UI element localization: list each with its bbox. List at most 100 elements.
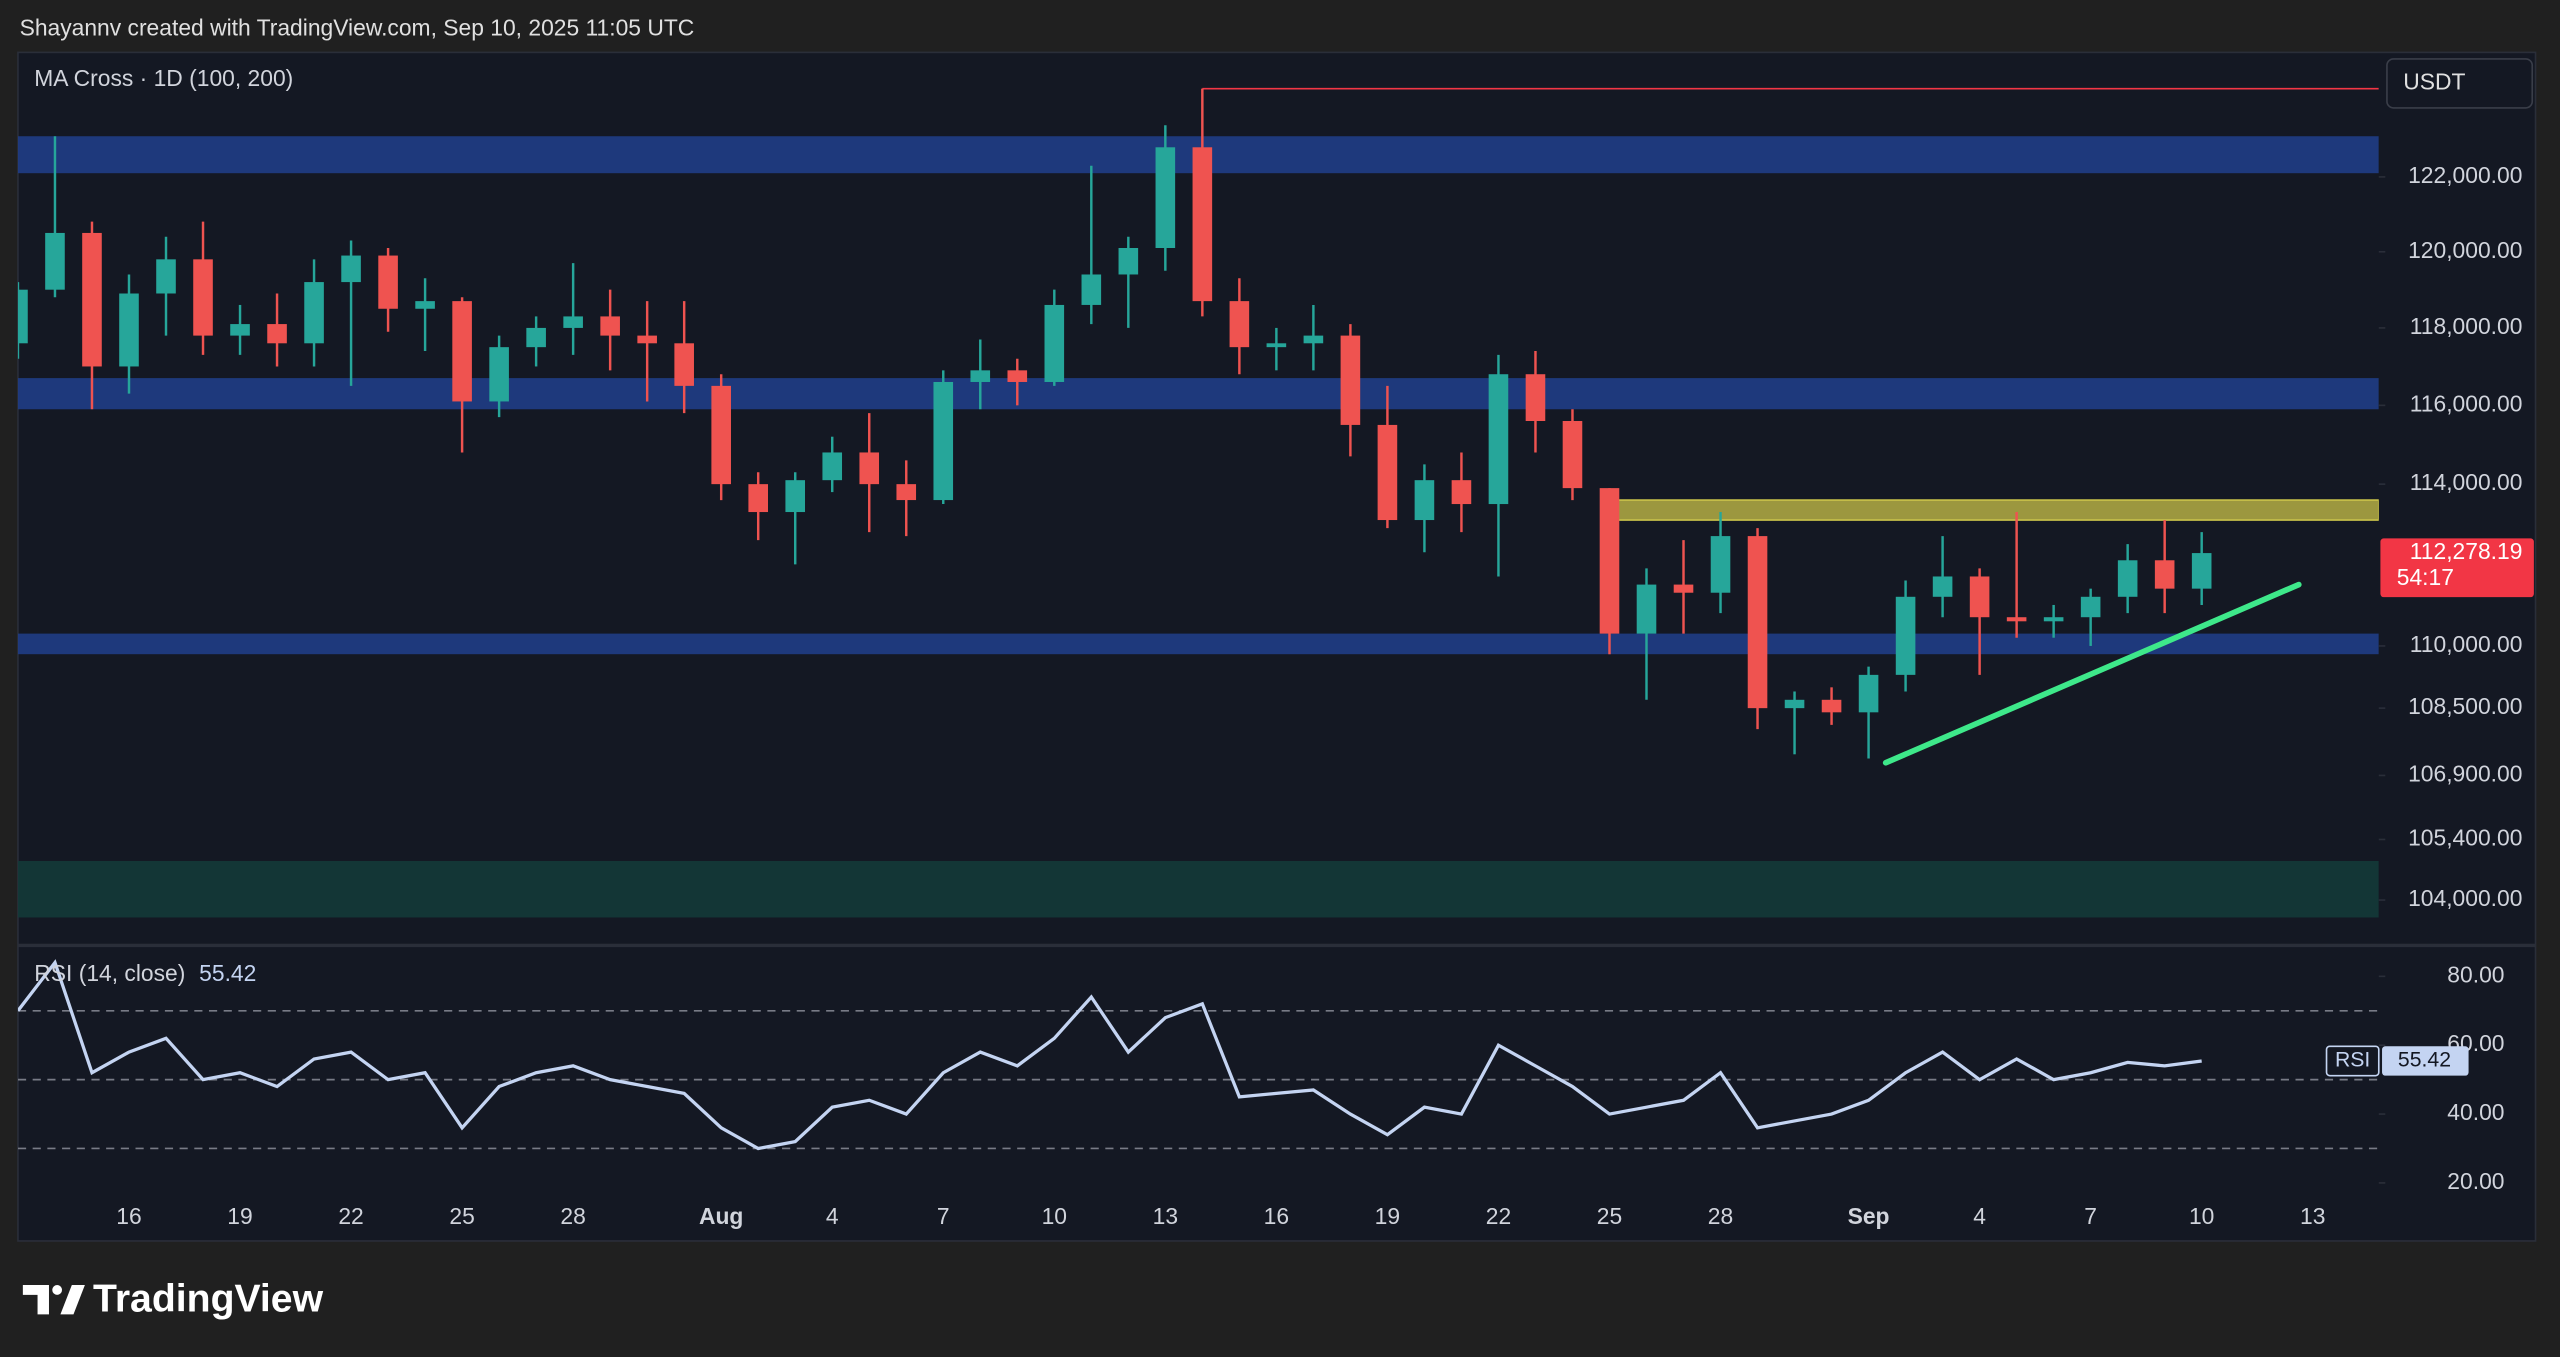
axes: 122,000.00 120,000.00 118,000.00 116,000.00… — [116, 162, 2534, 1229]
candle-body — [896, 484, 917, 501]
candle-body — [1747, 536, 1768, 709]
resistance-zone — [1612, 499, 2379, 521]
candle-body — [415, 301, 435, 309]
x-tick-label: Sep — [1848, 1203, 1890, 1229]
candle-body — [1118, 248, 1139, 275]
price-badge — [2380, 538, 2534, 598]
candle-body — [2043, 617, 2064, 622]
candle-body — [304, 282, 324, 344]
candle-body — [45, 232, 65, 290]
price-badge-label: 112,278.19 — [2410, 538, 2523, 564]
x-tick-label: 16 — [116, 1203, 141, 1229]
y-tick-label: 104,000.00 — [2408, 885, 2522, 911]
rsi-value: 55.42 — [199, 960, 256, 986]
y-tick-label: 110,000.00 — [2410, 631, 2523, 657]
candle-body — [1525, 374, 1546, 422]
candle-body — [1969, 576, 1990, 618]
candle-body — [2117, 560, 2138, 597]
candle-body — [1451, 480, 1472, 505]
y-tick-label: 122,000.00 — [2408, 162, 2522, 188]
rsi-badge-box — [2382, 1046, 2469, 1076]
x-tick-label: 13 — [2300, 1203, 2325, 1229]
candle-body — [785, 480, 806, 513]
logo-shape — [60, 1285, 85, 1315]
candle-body — [748, 484, 768, 513]
candle-body — [1303, 335, 1324, 344]
y-tick-label: 114,000.00 — [2410, 469, 2523, 495]
candle-body — [17, 289, 28, 344]
candle-body — [1007, 370, 1028, 382]
support-resistance-zone — [17, 633, 2379, 655]
x-tick-label: 7 — [937, 1203, 950, 1229]
x-tick-label: 13 — [1153, 1203, 1178, 1229]
candle-body — [1155, 147, 1176, 249]
countdown: 54:17 — [2397, 564, 2454, 590]
trendline — [1882, 581, 2302, 766]
rsi-title: RSI (14, close) — [34, 960, 185, 986]
candle-body — [267, 324, 287, 344]
candle-body — [1673, 584, 1694, 593]
candle-body — [1044, 304, 1065, 382]
candle-body — [600, 316, 620, 336]
candle-body — [193, 259, 213, 336]
candle-body — [526, 327, 546, 348]
candle-body — [2080, 596, 2101, 618]
candle-body — [1081, 274, 1102, 305]
candle-body — [859, 452, 880, 485]
candle-body — [933, 381, 954, 501]
candle-body — [822, 452, 843, 481]
y-tick-label: 106,900.00 — [2408, 760, 2522, 786]
candle-body — [1784, 699, 1805, 709]
candle-body — [1895, 596, 1916, 675]
rsi-badge-name: RSI — [2335, 1049, 2370, 1072]
x-tick-label: 22 — [338, 1203, 363, 1229]
candle-body — [1858, 674, 1879, 713]
candle-body — [1821, 699, 1842, 713]
x-tick-label: 25 — [449, 1203, 474, 1229]
candle-body — [2154, 560, 2175, 589]
candle-body — [452, 301, 472, 402]
candle-body — [711, 385, 731, 485]
candle-body — [1636, 584, 1657, 634]
brand-logo: TradingView — [22, 1278, 324, 1321]
candle-body — [1488, 374, 1509, 505]
chart-title: MA Cross · 1D (100, 200) — [34, 65, 293, 91]
y-tick-label: 120,000.00 — [2408, 237, 2522, 263]
x-tick-label: 28 — [560, 1203, 585, 1229]
candle-body — [1192, 147, 1213, 302]
candle-body — [2191, 553, 2212, 589]
x-tick-label: 10 — [2189, 1203, 2214, 1229]
logo-dot — [52, 1285, 63, 1295]
candle-body — [82, 232, 102, 367]
x-tick-label: 7 — [2084, 1203, 2097, 1229]
candle-body — [1599, 488, 1620, 634]
x-tick-label: 28 — [1708, 1203, 1733, 1229]
candle-body — [119, 293, 139, 367]
candle-body — [341, 255, 361, 283]
rsi-badge-value: 55.42 — [2398, 1049, 2451, 1072]
support-resistance-zone — [17, 861, 2379, 918]
candle-body — [970, 370, 991, 382]
support-resistance-zone — [17, 378, 2379, 410]
candle-body — [1266, 343, 1287, 348]
x-tick-label: 19 — [227, 1203, 252, 1229]
candle-body — [637, 335, 657, 344]
y-tick-label: 105,400.00 — [2408, 824, 2522, 850]
candle-body — [489, 347, 509, 402]
currency[interactable]: USDT — [2403, 68, 2465, 94]
candle-body — [1340, 335, 1361, 425]
candle-body — [1377, 424, 1398, 521]
x-tick-label: 10 — [1042, 1203, 1067, 1229]
candle-body — [674, 343, 694, 386]
candle-body — [1562, 421, 1583, 489]
x-tick-label: 4 — [1973, 1203, 1986, 1229]
candle-body — [563, 316, 583, 328]
candle-body — [2006, 617, 2027, 622]
price-pane — [17, 87, 2379, 918]
candle-body — [1710, 536, 1731, 593]
currency-box[interactable] — [2386, 58, 2534, 109]
logo-shape — [22, 1285, 49, 1315]
candle-body — [1414, 480, 1435, 521]
